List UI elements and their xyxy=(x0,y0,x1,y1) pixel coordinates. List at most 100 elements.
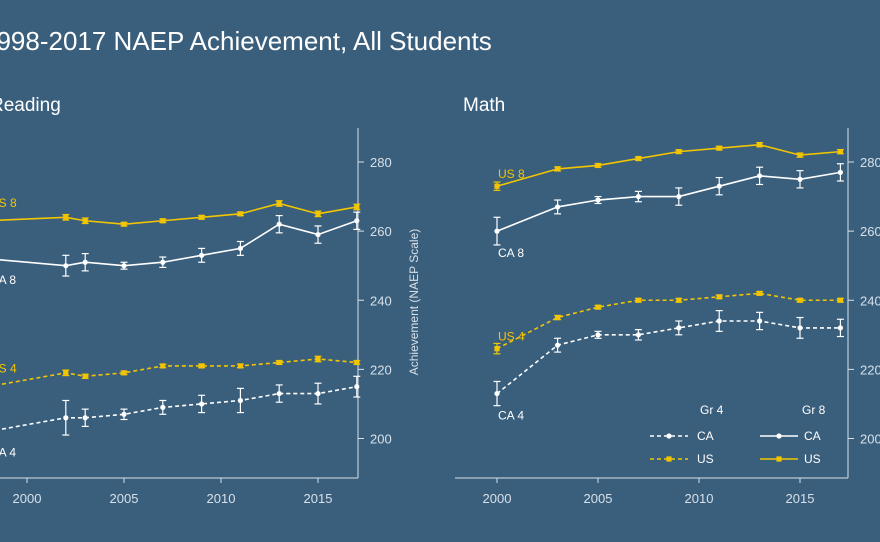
y-axis-label: Achievement (NAEP Scale) xyxy=(407,229,421,376)
data-point xyxy=(82,259,88,265)
data-point xyxy=(676,149,682,155)
x-tick-label: 2000 xyxy=(13,491,42,506)
data-point xyxy=(494,390,500,397)
data-point xyxy=(121,411,127,417)
data-point xyxy=(494,228,500,234)
data-point xyxy=(837,149,843,155)
data-point xyxy=(354,218,360,224)
data-point xyxy=(276,390,282,397)
data-point xyxy=(716,145,722,151)
series-line xyxy=(496,320,841,395)
data-point xyxy=(555,204,561,210)
data-point xyxy=(121,263,127,269)
data-point xyxy=(276,359,282,366)
data-point xyxy=(199,252,205,258)
y-tick-label: 220 xyxy=(370,362,392,377)
series-label: CA 8 xyxy=(498,246,524,260)
data-point xyxy=(276,221,282,227)
data-point xyxy=(354,384,360,390)
legend-label: CA xyxy=(804,429,821,443)
series-ca-4: CA 4 xyxy=(493,310,844,423)
data-point xyxy=(82,218,88,224)
data-point xyxy=(797,176,803,182)
data-point xyxy=(716,183,722,189)
series-line xyxy=(0,358,357,386)
data-point xyxy=(797,152,803,158)
data-point xyxy=(635,332,642,338)
panel-title: Math xyxy=(463,95,505,116)
data-point xyxy=(757,290,763,296)
data-point xyxy=(595,162,601,169)
data-point xyxy=(354,204,360,210)
y-tick-label: 260 xyxy=(370,224,392,239)
data-point xyxy=(199,214,205,220)
y-tick-label: 240 xyxy=(860,293,880,308)
data-point xyxy=(160,404,166,410)
series-label: US 8 xyxy=(498,167,525,181)
data-point xyxy=(160,363,166,369)
data-point xyxy=(595,304,601,310)
x-tick-label: 2005 xyxy=(110,491,139,506)
legend-marker xyxy=(666,433,672,439)
series-us-8: US 8 xyxy=(493,142,844,191)
data-point xyxy=(837,297,843,303)
data-point xyxy=(797,297,803,303)
y-tick-label: 240 xyxy=(370,293,392,308)
series-line xyxy=(0,385,357,431)
data-point xyxy=(837,169,844,175)
series-line xyxy=(496,143,841,187)
data-point xyxy=(315,211,321,217)
data-point xyxy=(635,155,641,162)
data-point xyxy=(63,415,69,421)
data-point xyxy=(757,318,763,324)
data-point xyxy=(82,415,88,421)
series-label: CA 4 xyxy=(498,409,524,423)
data-point xyxy=(555,166,561,172)
data-point xyxy=(237,363,243,369)
series-label: US 4 xyxy=(498,330,525,344)
data-point xyxy=(797,325,803,331)
panel-reading: Reading 200 220 240 260 280 2000 2005 2010 2015 Ac… xyxy=(0,95,421,506)
series-label: CA 4 xyxy=(0,446,16,460)
series-label: US 8 xyxy=(0,196,17,210)
data-point xyxy=(676,193,682,200)
series-us-4: US 4 xyxy=(493,290,844,355)
series-line xyxy=(0,202,357,226)
data-point xyxy=(63,214,69,220)
data-point xyxy=(63,370,69,376)
data-point xyxy=(199,363,205,369)
series-line xyxy=(0,220,358,267)
data-point xyxy=(676,325,682,331)
y-tick-label: 200 xyxy=(370,432,392,447)
data-point xyxy=(160,259,166,265)
y-tick-label: 200 xyxy=(860,432,880,447)
series-line xyxy=(496,171,841,232)
panel-title: Reading xyxy=(0,95,61,116)
data-point xyxy=(595,197,601,203)
data-point xyxy=(595,332,601,338)
data-point xyxy=(315,390,321,397)
x-tick-label: 2015 xyxy=(304,491,333,506)
y-tick-label: 220 xyxy=(860,362,880,377)
y-tick-label: 280 xyxy=(370,155,392,170)
data-point xyxy=(716,294,722,300)
data-point xyxy=(354,359,360,366)
x-tick-label: 2010 xyxy=(685,491,714,506)
data-point xyxy=(199,401,205,407)
data-point xyxy=(276,200,282,207)
data-point xyxy=(757,173,763,179)
legend-marker xyxy=(776,433,782,439)
legend-marker xyxy=(666,456,672,462)
data-point xyxy=(494,183,500,189)
series-label: US 4 xyxy=(0,362,17,376)
data-point xyxy=(315,231,321,238)
x-tick-label: 2005 xyxy=(584,491,613,506)
series-ca-4: CA 4 xyxy=(0,375,361,460)
data-point xyxy=(757,142,763,148)
data-point xyxy=(555,314,561,321)
series-ca-8: CA 8 xyxy=(0,211,361,287)
series-line xyxy=(496,292,841,350)
series-label: CA 8 xyxy=(0,273,16,287)
